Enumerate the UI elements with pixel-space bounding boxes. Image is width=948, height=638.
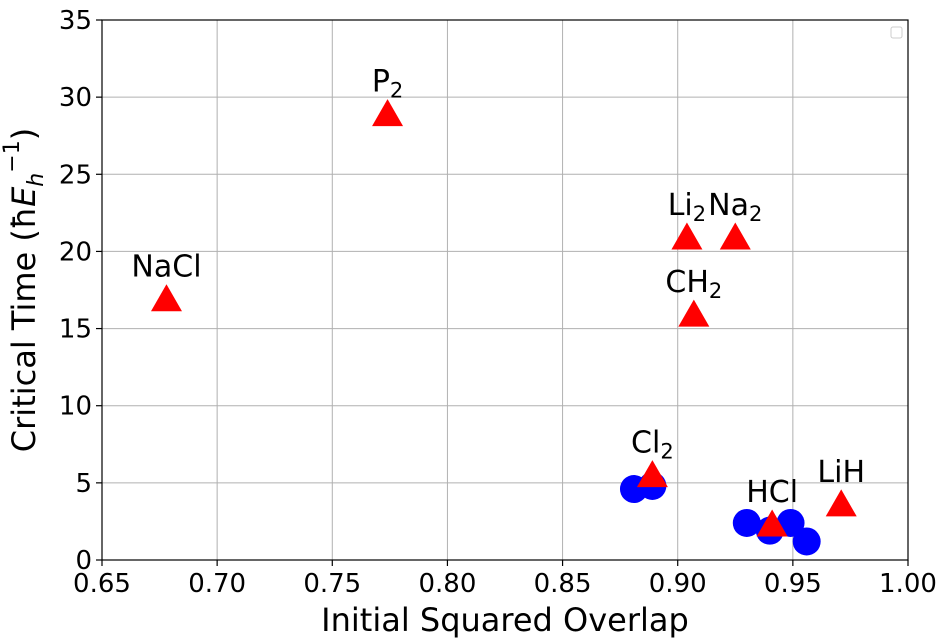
point-label-base: NaCl [131,250,201,285]
point-label-base: LiH [817,455,865,490]
point-label-subscript: 2 [693,202,706,226]
x-tick-label: 0.75 [303,569,361,599]
triangle-point [678,299,710,327]
point-label: Li2 [668,188,706,226]
x-tick-label: 0.80 [418,569,476,599]
x-axis-label: Initial Squared Overlap [321,601,689,638]
triangle-point [756,509,788,537]
point-label-subscript: 2 [390,79,403,103]
point-label-subscript: 2 [709,279,722,303]
point-label-base: Li [668,188,693,223]
legend-box [890,26,903,39]
triangle-point [150,284,182,312]
x-tick-label: 0.65 [73,569,131,599]
svg-text:Critical Time (ħEh−1): Critical Time (ħEh−1) [0,128,49,452]
y-tick-label: 30 [59,83,92,113]
y-axis-ticks: 0 5 10 15 20 25 30 35 [59,6,102,576]
point-label-base: P [372,65,390,100]
point-label: Na2 [708,188,762,226]
point-label: Cl2 [631,426,674,464]
y-tick-label: 35 [59,6,92,36]
point-label: P2 [372,65,403,103]
circle-point [732,508,761,537]
y-axis-label-main: Critical Time (ħ [5,207,43,452]
point-label: CH2 [665,265,722,303]
point-label: NaCl [131,250,201,285]
y-tick-label: 25 [59,160,92,190]
triangle-point [372,99,404,127]
x-tick-label: 0.95 [764,569,822,599]
x-axis-ticks: 0.65 0.70 0.75 0.80 0.85 0.90 0.95 1.00 [73,560,937,599]
triangle-point [825,489,857,517]
circle-point [792,527,821,556]
x-tick-label: 0.90 [649,569,707,599]
point-label-base: HCl [746,475,798,510]
point-label-base: Na [708,188,749,223]
x-tick-label: 1.00 [879,569,937,599]
triangle-point [671,222,703,250]
y-tick-label: 5 [75,469,92,499]
data-points [150,99,857,556]
x-tick-label: 0.70 [188,569,246,599]
y-tick-label: 10 [59,392,92,422]
y-axis-label-close: ) [5,128,43,140]
point-label-base: Cl [631,426,660,461]
x-tick-label: 0.85 [534,569,592,599]
y-tick-label: 0 [75,546,92,576]
point-label-subscript: 2 [749,202,762,226]
point-label-subscript: 2 [660,440,673,464]
point-label: LiH [817,455,865,490]
plot-frame [101,19,909,561]
triangle-point [636,460,668,488]
y-axis-label-energy: E [5,186,43,207]
y-tick-label: 20 [59,237,92,267]
y-tick-label: 15 [59,315,92,345]
grid-lines [101,19,909,561]
y-axis-label-sup: −1 [0,140,25,172]
triangle-point [719,222,751,250]
point-label-base: CH [665,265,709,300]
y-axis-label: Critical Time (ħEh−1) [0,128,49,452]
y-axis-label-sub: h [24,173,49,187]
point-label: HCl [746,475,798,510]
